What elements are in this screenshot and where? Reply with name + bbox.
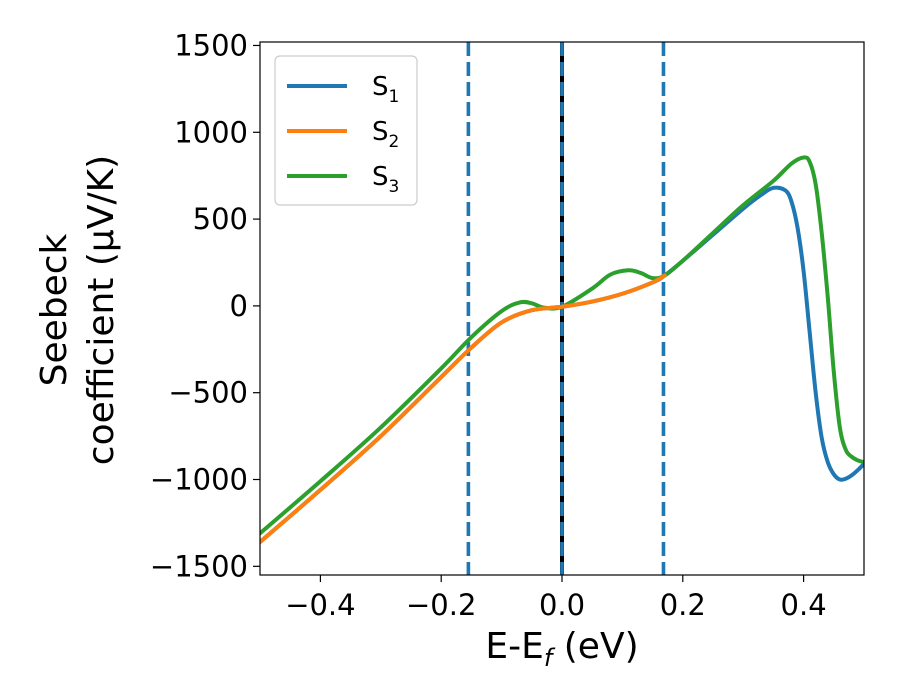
y-tick: −1500: [150, 549, 260, 583]
series-lines: [260, 155, 864, 545]
legend-label: S2: [372, 117, 399, 152]
x-tick: −0.4: [285, 575, 356, 622]
vertical-reference-lines: [466, 42, 666, 575]
y-axis-label-line1: Seebeck: [34, 233, 75, 386]
y-tick-label: −1500: [150, 549, 248, 583]
y-axis-label: Seebeck coefficient (μV/K): [34, 155, 122, 465]
y-tick-label: 500: [193, 202, 248, 236]
y-tick: 0: [230, 289, 260, 323]
legend: S1 S2 S3: [274, 55, 418, 206]
x-tick: −0.2: [406, 575, 476, 622]
y-tick: −1000: [150, 463, 260, 497]
x-tick-label: 0.2: [660, 588, 706, 622]
y-tick-label: 1000: [174, 115, 248, 149]
x-axis-label: E-Ef (eV): [485, 626, 638, 672]
x-tick-label: −0.4: [285, 588, 355, 622]
y-tick-label: −1000: [150, 463, 248, 497]
x-tick-label: 0.4: [781, 588, 827, 622]
y-tick: −500: [168, 376, 260, 410]
y-tick-label: −500: [168, 376, 248, 410]
legend-entry-s2: S2: [287, 117, 399, 152]
x-tick: 0.4: [781, 575, 827, 622]
x-tick: 0.0: [539, 575, 585, 622]
x-axis-ticks: −0.4 −0.2 0.0 0.2 0.4: [285, 575, 827, 622]
series-line-s2: [260, 273, 667, 545]
y-axis-label-line2: coefficient (μV/K): [81, 155, 122, 465]
x-tick: 0.2: [660, 575, 706, 622]
x-tick-label: −0.2: [406, 588, 476, 622]
y-axis-ticks: −1500 −1000 −500 0 500 1000 1500: [150, 28, 260, 583]
series-line-s3: [260, 155, 864, 536]
legend-entry-s1: S1: [287, 72, 399, 107]
y-tick: 1500: [174, 28, 260, 62]
legend-label: S3: [372, 162, 399, 197]
y-tick: 1000: [174, 115, 260, 149]
y-tick: 500: [193, 202, 260, 236]
y-tick-label: 1500: [174, 28, 248, 62]
legend-label: S1: [372, 72, 399, 107]
x-tick-label: 0.0: [539, 588, 585, 622]
y-tick-label: 0: [230, 289, 248, 323]
legend-entry-s3: S3: [287, 162, 399, 197]
